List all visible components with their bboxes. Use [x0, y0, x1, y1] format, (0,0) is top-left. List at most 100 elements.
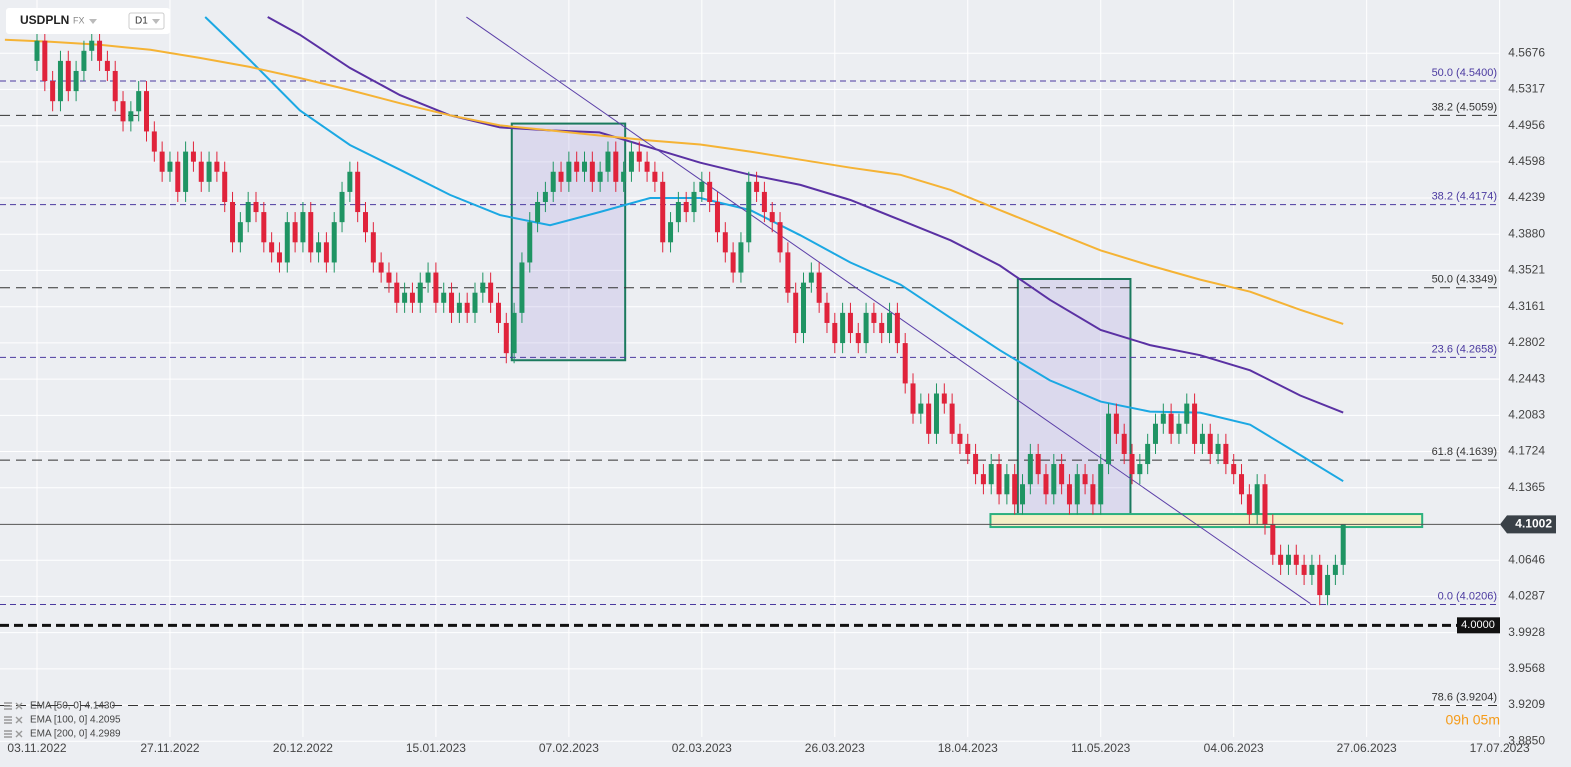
candle-body: [824, 302, 830, 323]
candle-body: [1090, 484, 1096, 505]
candle-body: [355, 171, 361, 213]
dropdown-arrow[interactable]: [152, 19, 160, 24]
candle-body: [660, 181, 666, 243]
candle-body: [441, 292, 447, 303]
candle-body: [112, 70, 118, 102]
candle-body: [214, 161, 220, 172]
candle-body: [245, 201, 251, 223]
candle-body: [1051, 464, 1057, 495]
market: FX: [73, 15, 85, 25]
candle-body: [1340, 524, 1346, 565]
candle-body: [1043, 474, 1049, 495]
candle-body: [159, 151, 165, 172]
candle-body: [644, 161, 650, 172]
candle-body: [808, 272, 814, 283]
round-level-box: [1457, 617, 1500, 634]
legend-icon: [4, 716, 23, 724]
candle-body: [746, 181, 752, 243]
y-tick-label: 4.1365: [1508, 480, 1545, 494]
candle-body: [253, 201, 259, 213]
candle-body: [292, 222, 298, 243]
candle-body: [1113, 413, 1119, 434]
candle-body: [589, 161, 595, 182]
ema-line: [267, 16, 1344, 414]
candle-body: [722, 232, 728, 253]
candle-body: [370, 232, 376, 263]
candle-body: [1168, 413, 1174, 434]
candle-body: [495, 302, 501, 323]
candle-body: [769, 212, 775, 223]
y-tick-label: 4.3880: [1508, 226, 1545, 240]
candle-body: [198, 161, 204, 182]
candle-body: [339, 191, 345, 223]
y-tick-label: 3.9209: [1508, 697, 1545, 711]
candle-body: [613, 151, 619, 182]
x-tick-label: 02.03.2023: [672, 741, 732, 755]
candle-body: [1262, 484, 1268, 525]
candle-body: [1137, 464, 1143, 475]
candle-body: [511, 312, 517, 354]
x-tick-label: 17.07.2023: [1470, 741, 1530, 755]
candle-body: [558, 171, 564, 182]
candle-body: [1066, 484, 1072, 505]
x-tick-label: 20.12.2022: [273, 741, 333, 755]
candle-body: [597, 171, 603, 182]
candle-body: [402, 292, 408, 303]
candle-body: [34, 40, 40, 61]
candle-body: [621, 171, 627, 182]
candle-body: [136, 91, 142, 112]
candle-body: [542, 191, 548, 202]
candle-body: [707, 181, 713, 202]
candle-body: [1239, 474, 1245, 495]
ema-line: [204, 16, 1344, 483]
candle-body: [879, 322, 885, 334]
candle-body: [417, 282, 423, 303]
candle-body: [57, 60, 63, 102]
candle-body: [308, 212, 314, 253]
candle-body: [175, 161, 181, 192]
candle-body: [926, 403, 932, 434]
candle-body: [996, 464, 1002, 495]
legend-icon: [4, 702, 23, 710]
candle-body: [363, 212, 369, 233]
candle-body: [894, 312, 900, 344]
candle-body: [65, 60, 71, 92]
candle-body: [230, 201, 236, 243]
y-tick-label: 4.3521: [1508, 263, 1545, 277]
plot-area: 03.11.2022 27.11.2022 20.12.2022 15.01.2023…: [0, 0, 1556, 755]
candle-body: [652, 171, 658, 182]
candle-body: [503, 322, 509, 354]
candle-body: [1098, 464, 1104, 505]
y-tick-label: 4.2083: [1508, 408, 1545, 422]
candle-body: [183, 151, 189, 192]
candle-body: [1332, 564, 1338, 575]
interval-box[interactable]: [128, 12, 165, 30]
candle-body: [1192, 403, 1198, 444]
candle-body: [81, 50, 87, 71]
candle-body: [738, 242, 744, 273]
candle-body: [714, 201, 720, 233]
candle-body: [933, 393, 939, 434]
candle-body: [683, 201, 689, 213]
candle-body: [1215, 443, 1221, 454]
candle-body: [754, 181, 760, 192]
candle-body: [965, 443, 971, 454]
candle-body: [89, 40, 95, 51]
candle-body: [1059, 464, 1065, 485]
candle-body: [104, 60, 110, 71]
candle-body: [488, 282, 494, 303]
candle-body: [449, 292, 455, 313]
fib-label: 38.2 (4.5059): [1432, 101, 1497, 113]
candle-body: [1074, 474, 1080, 505]
candle-body: [1176, 423, 1182, 434]
candle-body: [151, 131, 157, 152]
dropdown-arrow[interactable]: [89, 19, 97, 24]
interval[interactable]: D1: [135, 16, 148, 27]
candle-body: [1254, 484, 1260, 515]
candle-body: [1301, 564, 1307, 575]
fib-label: 23.6 (4.2658): [1432, 343, 1497, 355]
candle-body: [1231, 464, 1237, 475]
last-price-box: [1500, 515, 1556, 534]
